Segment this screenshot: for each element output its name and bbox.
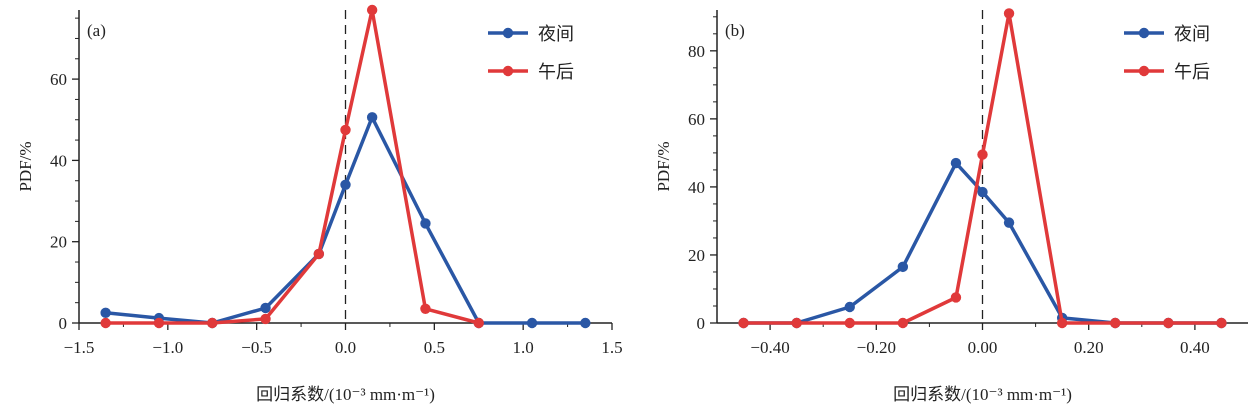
data-point	[897, 261, 909, 273]
series-line-afternoon	[105, 8, 480, 325]
data-point	[844, 317, 855, 329]
data-point	[1003, 8, 1015, 19]
data-point	[207, 317, 218, 329]
data-point	[897, 317, 909, 329]
x-tick-label: 1.5	[601, 338, 622, 357]
x-tick-label: −0.40	[750, 338, 789, 357]
data-point	[950, 157, 962, 169]
data-point	[1110, 317, 1121, 329]
x-tick-label: 0.00	[968, 338, 998, 357]
y-tick-label: 40	[688, 178, 705, 197]
y-axis-title: PDF/%	[654, 141, 673, 191]
data-point	[977, 186, 988, 198]
data-point	[977, 149, 988, 160]
y-tick-label: 20	[688, 246, 705, 265]
x-tick-label: 0.0	[335, 338, 356, 357]
data-point	[1163, 317, 1174, 329]
data-point	[738, 317, 749, 329]
data-point	[340, 124, 351, 136]
data-point	[1056, 317, 1068, 329]
y-tick-label: 40	[50, 151, 67, 170]
x-axis-title: 回归系数/(10⁻³ mm·m⁻¹)	[256, 385, 435, 404]
data-point	[366, 4, 378, 16]
x-axis-title: 回归系数/(10⁻³ mm·m⁻¹)	[893, 385, 1072, 404]
y-tick-label: 0	[59, 314, 68, 333]
chart-panel-b: −0.40 −0.20 0.00 0.20 0.40 0 20 40 60 80 回归系数/(10⁻…	[654, 8, 1248, 404]
data-point	[100, 307, 111, 319]
data-point	[366, 112, 378, 123]
data-point	[844, 301, 855, 313]
data-point	[153, 317, 165, 329]
panel-label: (b)	[725, 21, 745, 40]
data-point	[1003, 217, 1015, 228]
x-tick-label: 0.20	[1074, 338, 1104, 357]
legend-label: 夜间	[538, 24, 574, 45]
data-point	[950, 292, 962, 303]
data-point	[580, 317, 591, 329]
data-point	[420, 303, 431, 314]
legend-marker	[1138, 65, 1150, 77]
data-point	[791, 317, 802, 329]
legend-marker	[502, 65, 514, 77]
data-point	[526, 317, 538, 329]
x-tick-label: 0.5	[424, 338, 445, 357]
x-tick-label: −0.20	[857, 338, 896, 357]
chart-panel-a: −1.5 −1.0 −0.5 0.0 0.5 1.0 1.5 0 20 40 60 回归系数/(10⁻…	[16, 4, 623, 404]
x-tick-label: −0.5	[241, 338, 272, 357]
legend-label: 夜间	[1174, 24, 1210, 45]
data-point	[313, 248, 325, 260]
panel-label: (a)	[87, 21, 106, 40]
data-point	[340, 179, 351, 190]
y-tick-label: 60	[50, 70, 67, 89]
data-point	[420, 218, 431, 229]
data-point	[1216, 317, 1227, 329]
y-tick-label: 0	[697, 314, 706, 333]
legend-label: 午后	[538, 62, 574, 83]
y-tick-label: 60	[688, 110, 705, 129]
data-point	[260, 302, 271, 314]
x-tick-label: 1.0	[513, 338, 534, 357]
data-point	[260, 313, 271, 325]
data-point	[473, 317, 484, 329]
x-tick-label: −1.5	[64, 338, 95, 357]
legend-marker	[1138, 27, 1150, 39]
legend-label: 午后	[1174, 62, 1210, 83]
x-tick-label: −1.0	[152, 338, 183, 357]
data-point	[100, 317, 111, 329]
y-tick-label: 80	[688, 42, 705, 61]
y-axis-title: PDF/%	[16, 141, 35, 191]
y-tick-label: 20	[50, 233, 67, 252]
x-tick-label: 0.40	[1180, 338, 1210, 357]
legend-marker	[502, 27, 514, 39]
